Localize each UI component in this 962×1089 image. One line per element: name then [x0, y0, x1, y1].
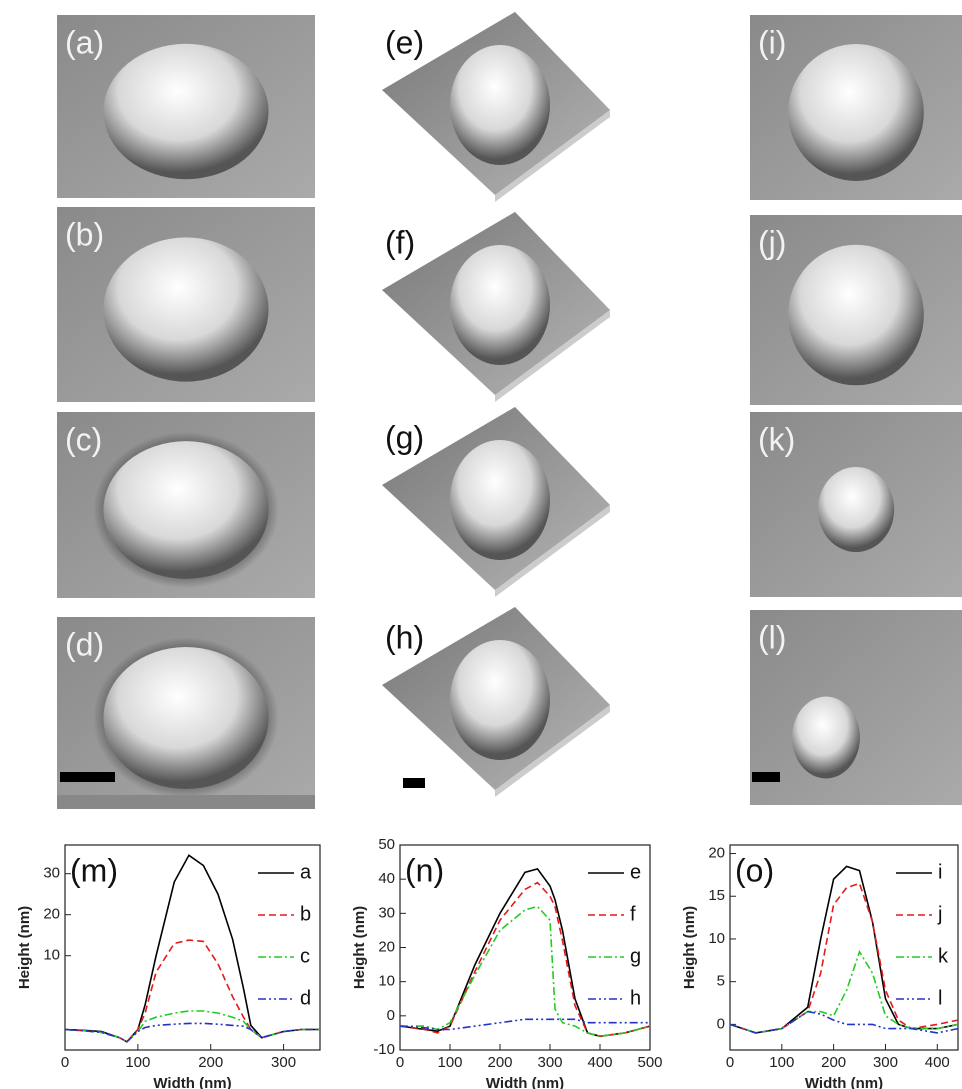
y-axis-label: Height (nm) — [681, 906, 698, 989]
x-tick-label: 0 — [61, 1054, 69, 1071]
data-line — [730, 883, 958, 1033]
data-line — [65, 1011, 320, 1042]
panel-label: (d) — [65, 626, 104, 662]
data-line — [400, 869, 650, 1036]
nanostructure — [103, 647, 268, 789]
panel-label: (h) — [385, 619, 424, 655]
panel-label: (k) — [758, 421, 795, 457]
nanostructure — [103, 44, 268, 179]
data-line — [400, 883, 650, 1037]
legend-label: g — [630, 945, 641, 967]
y-tick-label: 10 — [43, 947, 60, 964]
x-tick-label: 200 — [198, 1054, 223, 1071]
chart: 0 100 200 300 10 20 30 Width (nm) Height (nm) (m)… — [16, 845, 320, 1089]
figure: (a) (b) (c) (d) (i) (j) (k) (l) (e) (f) (g) (h) 0 10… — [0, 0, 962, 1089]
x-tick-label: 300 — [271, 1054, 296, 1071]
scale-bar — [60, 772, 115, 782]
panel-label: (g) — [385, 419, 424, 455]
nanostructure — [818, 467, 894, 552]
x-tick-label: 400 — [925, 1054, 950, 1071]
nanostructure — [103, 237, 268, 381]
x-tick-label: 0 — [726, 1054, 734, 1071]
x-axis-label: Width (nm) — [486, 1075, 564, 1089]
legend-label: e — [630, 861, 641, 883]
scale-bar — [752, 772, 780, 782]
y-tick-label: 0 — [717, 1015, 725, 1032]
x-tick-label: 100 — [437, 1054, 462, 1071]
data-line — [65, 940, 320, 1042]
legend-label: j — [937, 903, 942, 925]
y-tick-label: 10 — [708, 930, 725, 947]
x-tick-label: 100 — [125, 1054, 150, 1071]
legend-label: l — [938, 987, 942, 1009]
x-tick-label: 200 — [487, 1054, 512, 1071]
y-tick-label: 40 — [378, 870, 395, 887]
data-line — [730, 952, 958, 1033]
scale-bar — [403, 778, 425, 788]
panel-label: (b) — [65, 216, 104, 252]
y-tick-label: 20 — [378, 938, 395, 955]
nanostructure — [450, 440, 550, 560]
y-axis-label: Height (nm) — [16, 906, 33, 989]
legend-label: k — [938, 945, 949, 967]
x-tick-label: 300 — [873, 1054, 898, 1071]
x-tick-label: 0 — [396, 1054, 404, 1071]
data-line — [400, 907, 650, 1037]
data-line — [400, 1019, 650, 1029]
nanostructure — [788, 245, 924, 386]
nanostructure — [788, 44, 924, 181]
nanostructure — [450, 45, 550, 165]
y-tick-label: 20 — [43, 906, 60, 923]
nanostructure — [450, 640, 550, 760]
panel-label: (a) — [65, 24, 104, 60]
legend-label: b — [300, 903, 311, 925]
y-tick-label: 30 — [43, 865, 60, 882]
nanostructure — [103, 441, 268, 579]
y-tick-label: 30 — [378, 904, 395, 921]
y-tick-label: 15 — [708, 887, 725, 904]
legend-label: f — [630, 903, 636, 925]
legend-label: i — [938, 861, 942, 883]
y-tick-label: -10 — [373, 1041, 395, 1058]
y-tick-label: 50 — [378, 836, 395, 853]
data-line — [730, 1012, 958, 1033]
legend-label: a — [300, 861, 312, 883]
y-tick-label: 0 — [387, 1007, 395, 1024]
x-axis-label: Width (nm) — [805, 1075, 883, 1089]
panel-label: (j) — [758, 224, 786, 260]
x-tick-label: 100 — [769, 1054, 794, 1071]
panel-label: (l) — [758, 619, 786, 655]
x-tick-label: 400 — [587, 1054, 612, 1071]
legend-label: h — [630, 987, 641, 1009]
chart: 0 100 200 300 400 0 5 10 15 20 Width (nm) Height (n… — [681, 845, 958, 1089]
bottom-strip — [57, 795, 315, 809]
y-tick-label: 20 — [708, 845, 725, 862]
y-tick-label: 5 — [717, 973, 725, 990]
nanostructure — [792, 697, 860, 779]
legend-label: d — [300, 987, 311, 1009]
x-tick-label: 300 — [537, 1054, 562, 1071]
afm-images: (a) (b) (c) (d) (i) (j) (k) (l) (e) (f) (g) (h) — [57, 12, 962, 809]
y-tick-label: 10 — [378, 973, 395, 990]
panel-label: (f) — [385, 224, 415, 260]
chart-title: (n) — [405, 852, 444, 888]
chart-title: (m) — [70, 852, 118, 888]
panel-label: (i) — [758, 24, 786, 60]
panel-label: (c) — [65, 421, 102, 457]
y-axis-label: Height (nm) — [351, 906, 368, 989]
panel-label: (e) — [385, 24, 424, 60]
x-tick-label: 500 — [637, 1054, 662, 1071]
chart-title: (o) — [735, 852, 774, 888]
x-tick-label: 200 — [821, 1054, 846, 1071]
x-axis-label: Width (nm) — [153, 1075, 231, 1089]
legend-label: c — [300, 945, 310, 967]
nanostructure — [450, 245, 550, 365]
